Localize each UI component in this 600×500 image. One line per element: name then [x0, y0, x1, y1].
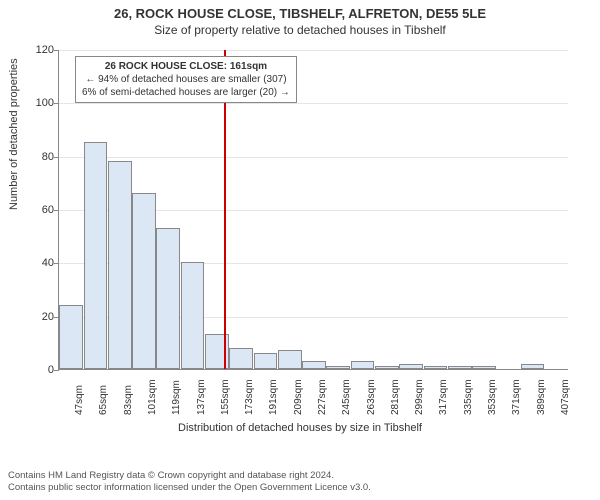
x-tick-label: 353sqm	[487, 379, 498, 415]
y-tick-mark	[54, 50, 59, 51]
x-axis-title: Distribution of detached houses by size …	[0, 422, 600, 434]
histogram-bar	[521, 364, 545, 369]
x-tick-label: 245sqm	[341, 379, 352, 415]
y-tick-label: 20	[14, 311, 54, 323]
y-tick-label: 60	[14, 204, 54, 216]
x-tick-label: 299sqm	[414, 379, 425, 415]
annotation-line-3: 6% of semi-detached houses are larger (2…	[82, 86, 290, 99]
x-tick-label: 227sqm	[317, 379, 328, 415]
y-tick-label: 100	[14, 97, 54, 109]
histogram-bar	[278, 350, 302, 369]
histogram-bar	[229, 348, 253, 369]
x-tick-label: 335sqm	[463, 379, 474, 415]
y-axis-title: Number of detached properties	[8, 58, 20, 210]
histogram-bar	[351, 361, 375, 369]
histogram-bar	[472, 366, 496, 369]
x-tick-label: 389sqm	[536, 379, 547, 415]
x-tick-label: 173sqm	[244, 379, 255, 415]
y-tick-mark	[54, 370, 59, 371]
histogram-bar	[424, 366, 448, 369]
histogram-bar	[181, 262, 205, 369]
histogram-bar	[448, 366, 472, 369]
y-tick-label: 0	[14, 364, 54, 376]
annotation-line-1: 26 ROCK HOUSE CLOSE: 161sqm	[82, 60, 290, 73]
x-tick-label: 119sqm	[171, 380, 182, 415]
y-tick-mark	[54, 263, 59, 264]
x-tick-label: 101sqm	[147, 379, 158, 415]
y-tick-label: 40	[14, 257, 54, 269]
histogram-bar	[59, 305, 83, 369]
x-tick-label: 317sqm	[438, 379, 449, 415]
y-tick-label: 120	[14, 44, 54, 56]
y-tick-mark	[54, 103, 59, 104]
x-tick-label: 263sqm	[366, 379, 377, 415]
gridline	[59, 103, 568, 104]
plot-area: 26 ROCK HOUSE CLOSE: 161sqm← 94% of deta…	[58, 50, 568, 370]
histogram-bar	[326, 366, 350, 369]
x-tick-label: 407sqm	[560, 379, 571, 415]
x-tick-label: 65sqm	[98, 385, 109, 415]
gridline	[59, 50, 568, 51]
footer-attribution: Contains HM Land Registry data © Crown c…	[0, 466, 600, 500]
y-tick-label: 80	[14, 151, 54, 163]
annotation-line-2: ← 94% of detached houses are smaller (30…	[82, 73, 290, 86]
histogram-bar	[132, 193, 156, 369]
histogram-bar	[375, 366, 399, 369]
title-main: 26, ROCK HOUSE CLOSE, TIBSHELF, ALFRETON…	[0, 0, 600, 21]
chart-area: Number of detached properties 26 ROCK HO…	[0, 40, 600, 440]
title-sub: Size of property relative to detached ho…	[0, 21, 600, 37]
histogram-bar	[399, 364, 423, 369]
histogram-bar	[156, 228, 180, 369]
annotation-box: 26 ROCK HOUSE CLOSE: 161sqm← 94% of deta…	[75, 56, 297, 103]
gridline	[59, 157, 568, 158]
histogram-bar	[302, 361, 326, 369]
x-tick-label: 155sqm	[220, 379, 231, 415]
histogram-bar	[108, 161, 132, 369]
x-tick-label: 371sqm	[511, 379, 522, 415]
histogram-bar	[254, 353, 278, 369]
x-tick-label: 137sqm	[196, 379, 207, 415]
histogram-bar	[84, 142, 108, 369]
footer-line-2: Contains public sector information licen…	[8, 482, 592, 494]
x-tick-label: 83sqm	[123, 385, 134, 415]
x-tick-label: 191sqm	[268, 379, 279, 415]
x-tick-label: 47sqm	[74, 385, 85, 415]
x-tick-label: 209sqm	[293, 379, 304, 415]
x-tick-label: 281sqm	[390, 379, 401, 415]
y-tick-mark	[54, 157, 59, 158]
y-tick-mark	[54, 210, 59, 211]
footer-line-1: Contains HM Land Registry data © Crown c…	[8, 470, 592, 482]
